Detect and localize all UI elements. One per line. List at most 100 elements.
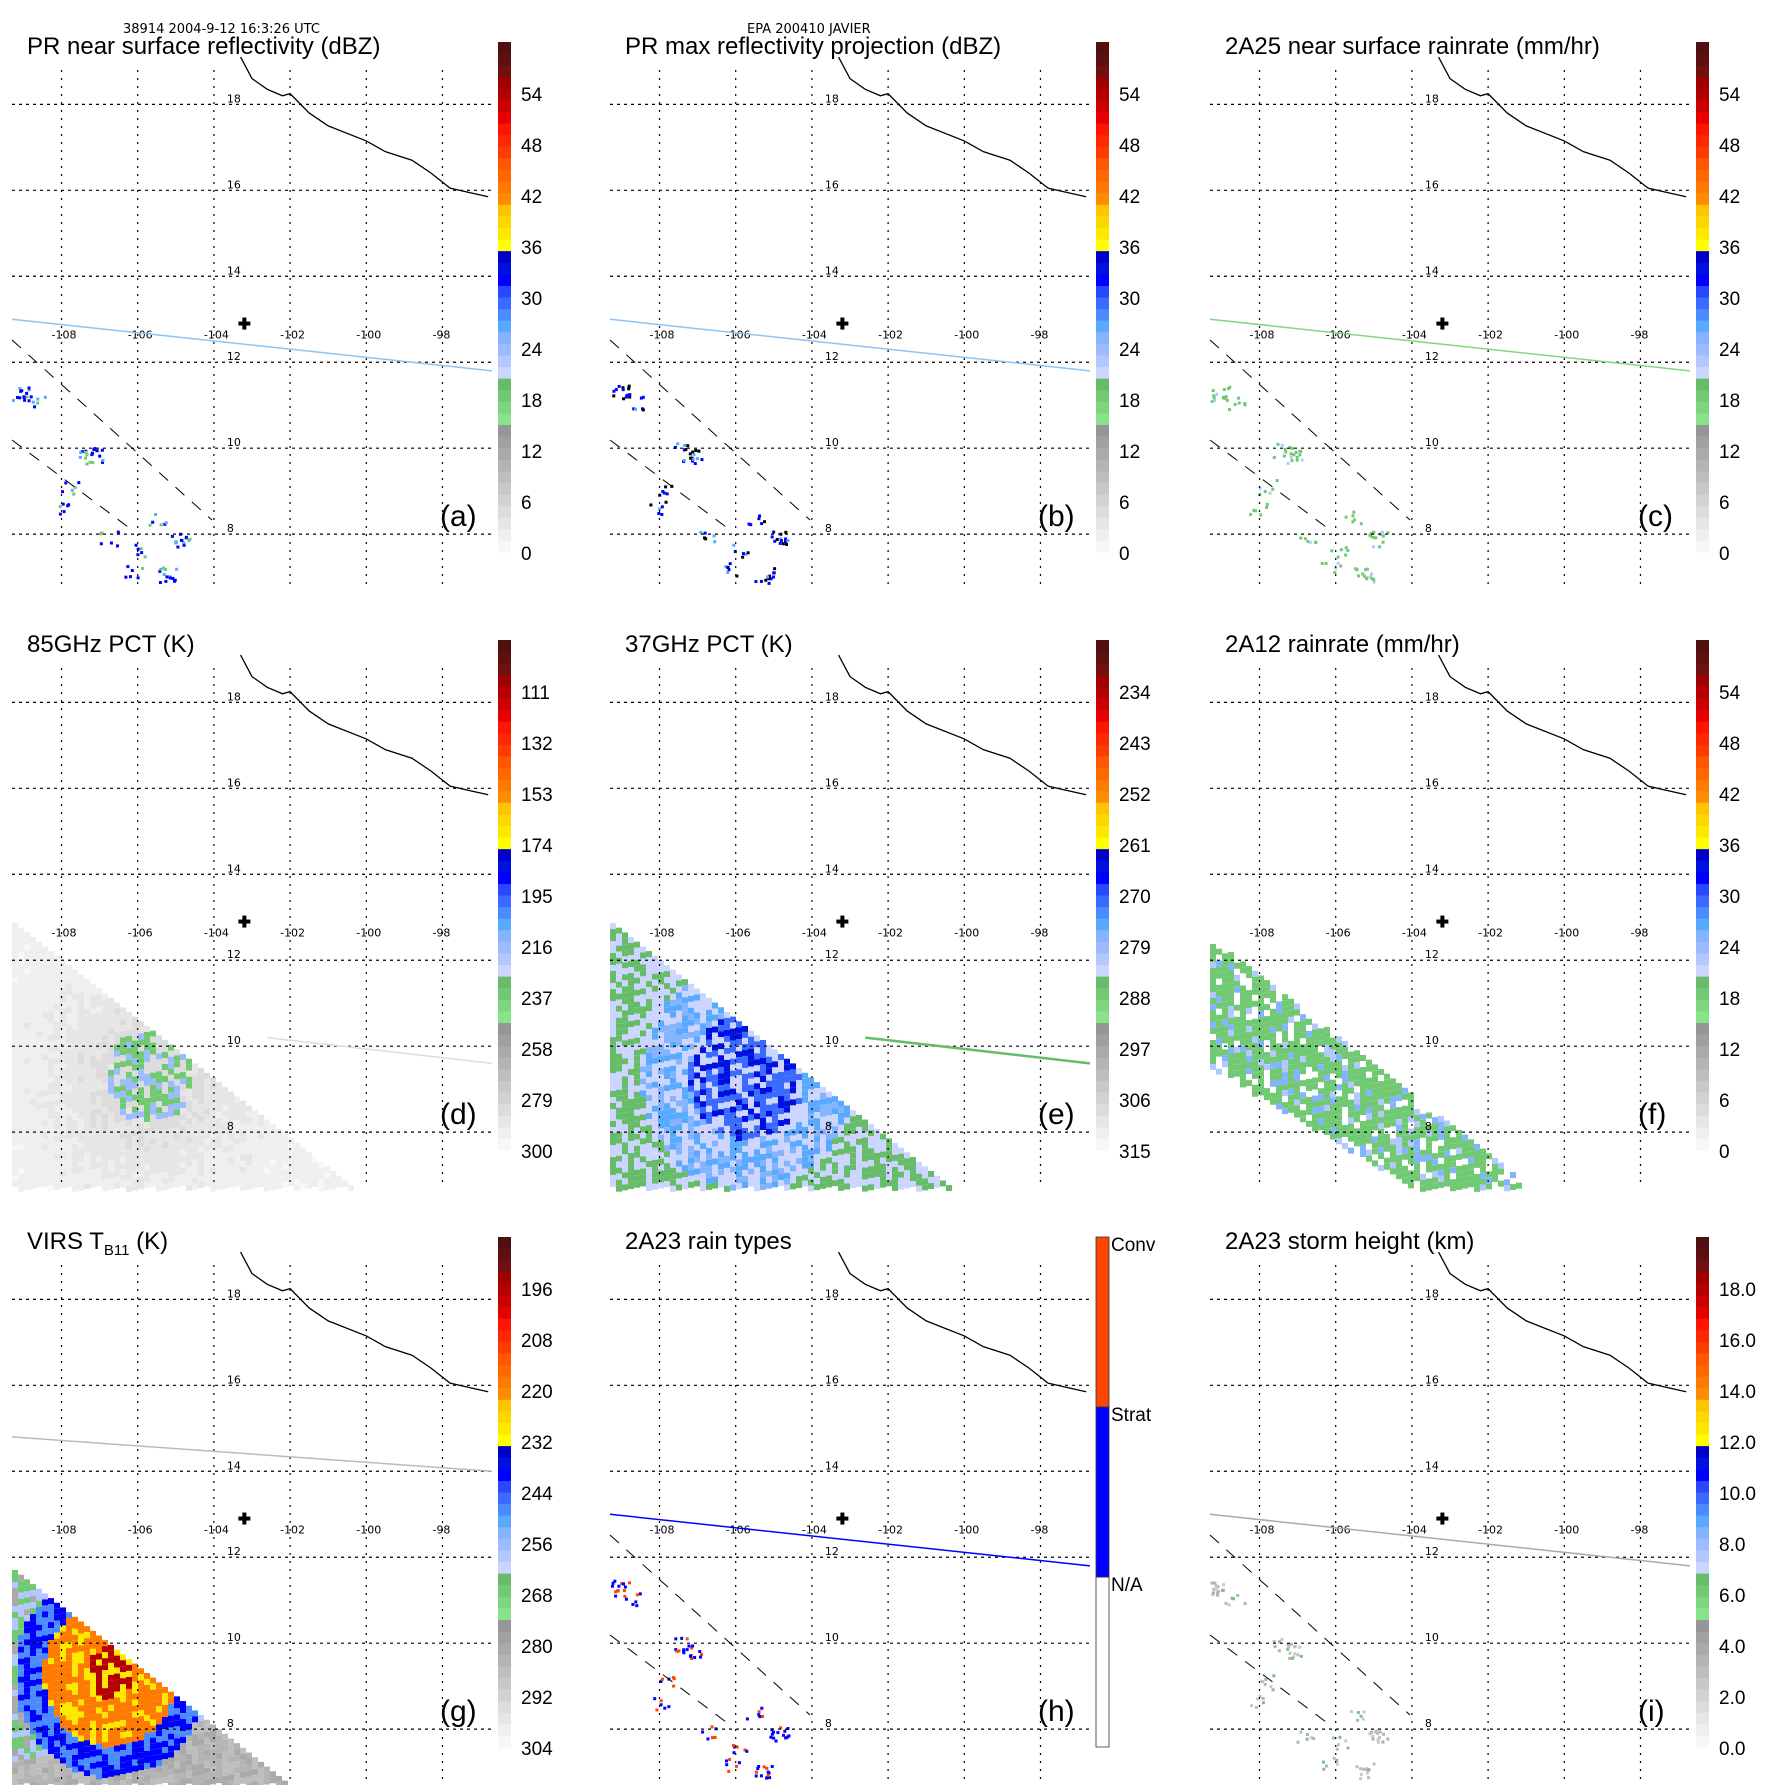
colorbar-tick-label: 292 — [521, 1688, 553, 1709]
colorbar-tick-label: 196 — [521, 1280, 553, 1301]
tick-label-lon: -98 — [1030, 329, 1048, 342]
colorbar-tick-label: 24 — [521, 340, 543, 361]
colorbar-tick-label: 12 — [1719, 442, 1740, 463]
colorbar-tick-label: 42 — [1719, 785, 1740, 806]
tick-label-lon: -106 — [1326, 1524, 1351, 1537]
colorbar-segment — [1096, 332, 1109, 344]
panel-title: PR near surface reflectivity (dBZ) — [27, 33, 380, 61]
colorbar-segment — [498, 976, 511, 988]
colorbar-segment — [498, 1283, 511, 1295]
swath-edge — [1210, 340, 1410, 520]
colorbar-segment — [498, 1562, 511, 1574]
colorbar-segment — [1696, 459, 1709, 471]
tick-label-lat: 12 — [227, 948, 241, 961]
colorbar-segment — [498, 77, 511, 89]
colorbar-segment — [498, 814, 511, 826]
panel-label: (d) — [440, 1098, 477, 1132]
colorbar-segment — [1096, 506, 1109, 518]
track-line — [610, 1514, 1090, 1566]
tick-label-lat: 14 — [1425, 264, 1439, 277]
colorbar-segment — [498, 1504, 511, 1516]
colorbar-segment — [498, 1515, 511, 1527]
colorbar-tick-label: 24 — [1119, 340, 1141, 361]
colorbar-segment — [1096, 965, 1109, 977]
colorbar-segment — [1696, 1666, 1709, 1678]
tick-label-lat: 16 — [825, 776, 839, 789]
tick-label-lon: -108 — [1250, 329, 1275, 342]
swath-data — [12, 1570, 288, 1785]
tick-label-lon: -102 — [280, 1524, 305, 1537]
colorbar-segment — [498, 251, 511, 263]
colorbar-segment — [1096, 320, 1109, 332]
panel-title: 85GHz PCT (K) — [27, 631, 195, 659]
map-plot-a: -108-106-104-102-100-9818161412108061218… — [0, 30, 590, 590]
tick-label-lon: -100 — [954, 927, 979, 940]
colorbar-segment — [1696, 698, 1709, 710]
colorbar-tick-label: 300 — [521, 1142, 553, 1163]
colorbar-segment — [1696, 123, 1709, 135]
colorbar-segment — [1696, 965, 1709, 977]
tick-label-lon: -100 — [1554, 1524, 1579, 1537]
colorbar-tick-label: 54 — [1719, 85, 1741, 106]
colorbar-segment — [498, 517, 511, 529]
colorbar-tick-label: 234 — [1119, 683, 1151, 704]
colorbar-segment — [498, 1092, 511, 1104]
colorbar-segment — [1096, 930, 1109, 942]
colorbar-segment — [498, 170, 511, 182]
colorbar-segment — [1096, 999, 1109, 1011]
colorbar-segment — [498, 54, 511, 66]
colorbar-segment — [1096, 77, 1109, 89]
tick-label-lat: 10 — [227, 436, 241, 449]
colorbar-tick-label: 6 — [521, 493, 532, 514]
colorbar-tick-label: 268 — [521, 1586, 553, 1607]
colorbar-tick-label: 42 — [1719, 187, 1740, 208]
colorbar-segment — [1096, 837, 1109, 849]
swath-data — [1210, 944, 1522, 1192]
colorbar-segment — [1096, 459, 1109, 471]
colorbar-segment — [1096, 448, 1109, 460]
coastline — [1439, 57, 1687, 197]
colorbar-segment — [498, 112, 511, 124]
colorbar-segment — [498, 1365, 511, 1377]
colorbar-segment — [1096, 482, 1109, 494]
colorbar-segment — [498, 1643, 511, 1655]
colorbar-tick-label: 12 — [521, 442, 542, 463]
colorbar-segment — [498, 791, 511, 803]
colorbar-segment — [1096, 1138, 1109, 1150]
colorbar-tick-label: 279 — [1119, 938, 1151, 959]
colorbar-segment — [498, 1550, 511, 1562]
colorbar-segment — [498, 1272, 511, 1284]
colorbar-segment — [1696, 733, 1709, 745]
colorbar-segment — [1696, 768, 1709, 780]
colorbar-segment — [498, 1666, 511, 1678]
colorbar-segment — [1696, 1376, 1709, 1388]
colorbar-segment — [498, 1654, 511, 1666]
colorbar-segment — [1696, 791, 1709, 803]
colorbar-segment — [1696, 1138, 1709, 1150]
colorbar-segment — [1096, 88, 1109, 100]
colorbar-segment — [1096, 756, 1109, 768]
tick-label-lon: -108 — [52, 927, 77, 940]
colorbar-segment — [1096, 158, 1109, 170]
colorbar-segment — [1096, 1127, 1109, 1139]
colorbar-tick-label: 16.0 — [1719, 1331, 1756, 1352]
map-plot-h: -108-106-104-102-100-9818161412108N/AStr… — [598, 1225, 1188, 1785]
colorbar-segment — [498, 988, 511, 1000]
colorbar-segment — [498, 193, 511, 205]
tick-label-lon: -102 — [1478, 1524, 1503, 1537]
colorbar-segment — [1096, 710, 1109, 722]
colorbar-tick-label: 0 — [1119, 544, 1130, 565]
colorbar-tick-label: 48 — [1719, 734, 1740, 755]
colorbar-tick-label: 256 — [521, 1535, 553, 1556]
colorbar-segment — [1096, 814, 1109, 826]
colorbar-segment — [1696, 825, 1709, 837]
colorbar-segment — [498, 860, 511, 872]
panel-label: (f) — [1638, 1098, 1666, 1132]
colorbar-segment — [498, 1712, 511, 1724]
colorbar-segment — [1096, 517, 1109, 529]
colorbar-tick-label: 279 — [521, 1091, 553, 1112]
